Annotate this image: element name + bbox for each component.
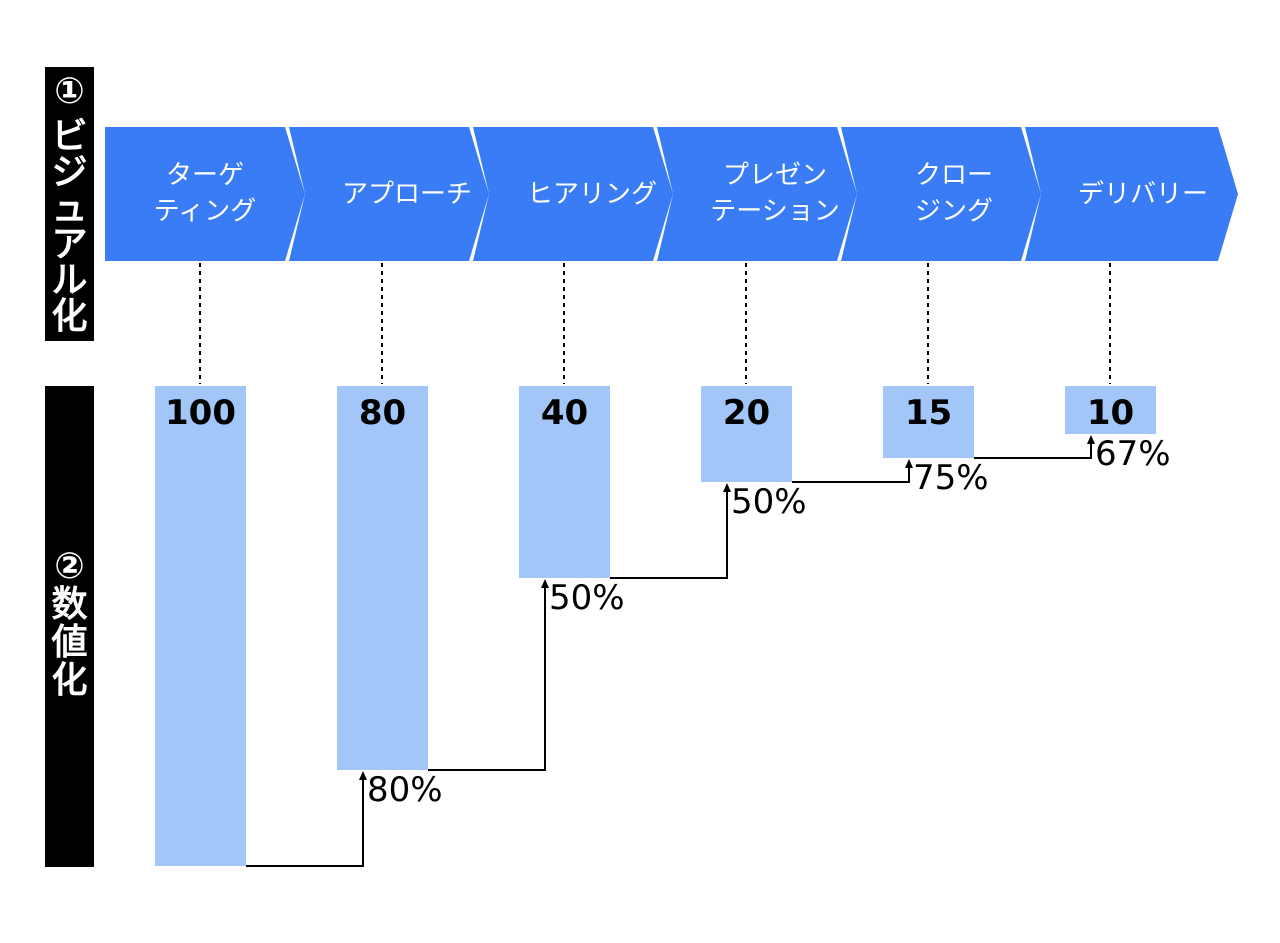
side-label-char: ル <box>51 260 87 301</box>
conversion-step-1: 80% <box>246 770 443 867</box>
stage-label: ヒアリング <box>527 180 657 210</box>
stage-chevron-shape <box>289 127 489 261</box>
conversion-arrowhead <box>359 771 367 780</box>
conversion-step-4: 75% <box>792 458 989 498</box>
bar-value-label: 10 <box>1087 393 1134 433</box>
bar-rect <box>519 386 610 578</box>
side-label-block <box>45 67 94 341</box>
side-label-char: 化 <box>51 296 87 337</box>
conversion-line <box>610 491 728 579</box>
side-label-char: ビ <box>51 116 87 157</box>
conversion-label: 50% <box>549 578 625 618</box>
side-label-char: 化 <box>51 660 87 701</box>
conversion-arrowhead <box>1087 435 1095 444</box>
conversion-label: 75% <box>913 458 989 498</box>
stage-chevron-6: デリバリー <box>1025 127 1238 261</box>
conversion-label: 80% <box>367 770 443 810</box>
bar-rect <box>883 386 974 458</box>
side-label-char: 数 <box>51 584 87 625</box>
conversion-line <box>792 467 910 483</box>
bar-3: 40 <box>519 386 610 578</box>
stage-label: デリバリー <box>1078 180 1208 210</box>
conversion-label: 50% <box>731 482 807 522</box>
stage-chevron-shape <box>105 127 305 261</box>
conversion-connectors: 80% 50% 50% 75% 67% <box>246 434 1171 867</box>
bar-value-label: 20 <box>723 393 770 433</box>
bar-rect <box>701 386 792 482</box>
bar-rect <box>337 386 428 770</box>
conversion-line <box>246 779 364 867</box>
bar-2: 80 <box>337 386 428 770</box>
conversion-step-2: 50% <box>428 578 625 771</box>
bar-value-label: 80 <box>359 393 406 433</box>
conversion-arrowhead <box>541 579 549 588</box>
stage-chevron-shape <box>1025 127 1238 261</box>
bar-6: 10 <box>1065 386 1156 434</box>
conversion-step-3: 50% <box>610 482 807 579</box>
conversion-label: 67% <box>1095 434 1171 474</box>
bar-value-label: 15 <box>905 393 952 433</box>
stage-label: ティング <box>154 197 256 227</box>
side-label-number: ② <box>54 546 84 587</box>
stage-label: ジング <box>915 197 993 227</box>
stage-label: プレゼン <box>723 161 827 191</box>
side-label-number: ① <box>54 71 84 112</box>
bar-value-label: 100 <box>165 393 236 433</box>
stage-label: ターゲ <box>166 161 244 191</box>
dotted-connectors <box>199 263 1111 384</box>
bar-value-label: 40 <box>541 393 588 433</box>
stage-label: テーション <box>710 197 839 227</box>
bar-5: 15 <box>883 386 974 458</box>
stage-label: アプローチ <box>342 180 472 210</box>
bar-1: 100 <box>155 386 246 866</box>
side-label-char: ア <box>51 224 87 265</box>
side-label-char: ュ <box>51 188 87 229</box>
bar-4: 20 <box>701 386 792 482</box>
conversion-line <box>974 443 1092 459</box>
stage-chevron-shape <box>841 127 1041 261</box>
bar-rect <box>1065 386 1156 434</box>
stage-chevron-3: ヒアリング <box>473 127 673 261</box>
side-label-char: 値 <box>50 622 87 663</box>
side-label-char: ジ <box>51 152 87 193</box>
bar-rect <box>155 386 246 866</box>
stage-chevron-shape <box>657 127 857 261</box>
conversion-step-5: 67% <box>974 434 1171 474</box>
bars: 100 80 40 20 15 10 <box>155 386 1156 866</box>
stage-label: クロー <box>915 161 993 191</box>
conversion-arrowhead <box>723 483 731 492</box>
stage-chevron-shape <box>473 127 673 261</box>
stage-chevron-2: アプローチ <box>289 127 489 261</box>
conversion-arrowhead <box>905 459 913 468</box>
side-label-block <box>45 386 94 867</box>
conversion-line <box>428 587 546 771</box>
